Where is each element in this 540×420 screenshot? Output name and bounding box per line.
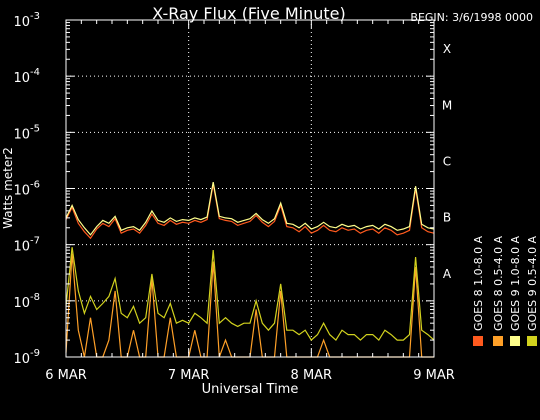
legend-label: GOES 9 1.0-8.0 A	[509, 235, 522, 331]
y-tick-label: 10-7	[13, 236, 40, 255]
series-line-3	[65, 247, 435, 342]
series-line-2	[65, 181, 435, 236]
chart-title: X-Ray Flux (Five Minute)	[152, 4, 345, 23]
flare-class-label: B	[443, 211, 451, 225]
legend-entry: GOES 8 0.5-4.0 A	[492, 235, 505, 346]
y-axis-label: Watts meter2	[1, 147, 15, 229]
legend-swatch	[510, 336, 520, 346]
legend-label: GOES 8 1.0-8.0 A	[472, 235, 485, 331]
flare-class-label: A	[443, 267, 452, 281]
legend-entry: GOES 9 1.0-8.0 A	[509, 235, 522, 346]
legend: GOES 8 1.0-8.0 A GOES 8 0.5-4.0 A GOES 9 1…	[472, 235, 539, 346]
axes: 10-910-810-710-610-510-410-36 MAR 7 MAR 8 …	[13, 11, 454, 383]
x-axis-label: Universal Time	[202, 382, 299, 397]
y-tick-base: 10	[13, 352, 30, 367]
data-series	[65, 181, 435, 358]
y-tick-exponent: -4	[30, 67, 40, 78]
legend-swatch	[493, 336, 503, 346]
y-tick-label: 10-8	[13, 292, 40, 311]
y-tick-exponent: -3	[30, 11, 40, 22]
y-tick-base: 10	[13, 296, 30, 311]
legend-swatch	[527, 336, 537, 346]
y-tick-exponent: -8	[30, 292, 40, 303]
x-tick-label: 6 MAR	[45, 368, 87, 383]
y-tick-base: 10	[13, 15, 30, 30]
legend-label: GOES 9 0.5-4.0 A	[526, 235, 539, 331]
y-tick-label: 10-9	[13, 348, 40, 367]
legend-label: GOES 8 0.5-4.0 A	[492, 235, 505, 331]
y-tick-exponent: -5	[30, 123, 40, 134]
legend-entry: GOES 9 0.5-4.0 A	[526, 235, 539, 346]
x-tick-label: 7 MAR	[168, 368, 210, 383]
y-tick-base: 10	[13, 71, 30, 86]
y-tick-label: 10-6	[13, 180, 40, 199]
flare-class-label: X	[443, 42, 451, 56]
y-tick-exponent: -7	[30, 236, 40, 247]
x-tick-label: 9 MAR	[413, 368, 455, 383]
y-tick-base: 10	[13, 240, 30, 255]
series-line-1	[65, 253, 434, 358]
y-tick-label: 10-3	[13, 11, 40, 30]
legend-entry: GOES 8 1.0-8.0 A	[472, 235, 485, 346]
legend-swatch	[473, 336, 483, 346]
x-tick-label: 8 MAR	[291, 368, 333, 383]
y-tick-label: 10-4	[13, 67, 40, 86]
begin-label: BEGIN: 3/6/1998 0000	[410, 11, 533, 24]
y-tick-exponent: -6	[30, 180, 40, 191]
flare-class-label: M	[442, 98, 452, 112]
grid-lines	[66, 20, 434, 357]
y-tick-label: 10-5	[13, 123, 40, 142]
y-tick-base: 10	[13, 184, 30, 199]
y-tick-exponent: -9	[30, 348, 40, 359]
flare-class-label: C	[443, 154, 451, 168]
series-line-0	[65, 183, 435, 240]
flare-class-labels: A B C M X	[442, 42, 452, 281]
y-tick-base: 10	[13, 127, 30, 142]
